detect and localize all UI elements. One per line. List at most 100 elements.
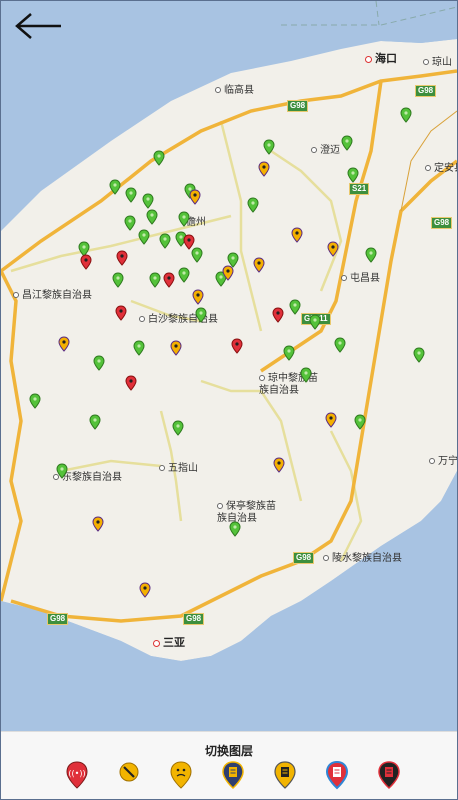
- device-marker-green[interactable]: [263, 139, 275, 155]
- map-pin-icon: [189, 189, 201, 205]
- city-dot-icon: [159, 465, 165, 472]
- map-pin-icon: [334, 337, 346, 353]
- device-marker-green[interactable]: [125, 187, 137, 203]
- city-label-dingan: 定安县: [425, 163, 457, 175]
- device-marker-green[interactable]: [133, 340, 145, 356]
- device-marker-orange[interactable]: [92, 516, 104, 532]
- map-pin-icon: [413, 347, 425, 363]
- alarm-layer-icon: ((•)): [66, 761, 88, 789]
- device-marker-orange[interactable]: [273, 457, 285, 473]
- device-marker-green[interactable]: [149, 272, 161, 288]
- device-marker-green[interactable]: [112, 272, 124, 288]
- map-pin-icon: [365, 247, 377, 263]
- device-marker-red[interactable]: [125, 375, 137, 391]
- map-pin-icon: [159, 233, 171, 249]
- layer-button-report[interactable]: [377, 760, 401, 790]
- map-pin-icon: [231, 338, 243, 354]
- device-marker-green[interactable]: [175, 231, 187, 247]
- device-marker-green[interactable]: [309, 314, 321, 330]
- device-marker-red[interactable]: [231, 338, 243, 354]
- device-marker-orange[interactable]: [139, 582, 151, 598]
- device-marker-green[interactable]: [191, 247, 203, 263]
- device-marker-green[interactable]: [347, 167, 359, 183]
- device-marker-green[interactable]: [124, 215, 136, 231]
- map-pin-icon: [192, 289, 204, 305]
- map-pin-icon: [139, 582, 151, 598]
- device-marker-orange[interactable]: [222, 265, 234, 281]
- city-dot-icon: [13, 292, 19, 299]
- minor-roads: [10, 120, 363, 562]
- device-marker-green[interactable]: [153, 150, 165, 166]
- layer-button-file[interactable]: [273, 760, 297, 790]
- report-layer-icon: [378, 761, 400, 790]
- device-marker-green[interactable]: [247, 197, 259, 213]
- map-pin-icon: [247, 197, 259, 213]
- device-marker-green[interactable]: [400, 107, 412, 123]
- device-marker-green[interactable]: [300, 367, 312, 383]
- layer-button-alarm[interactable]: ((•)): [65, 760, 89, 790]
- device-marker-green[interactable]: [289, 299, 301, 315]
- device-marker-orange[interactable]: [258, 161, 270, 177]
- device-marker-orange[interactable]: [253, 257, 265, 273]
- city-dot-icon: [365, 55, 372, 63]
- map-pin-icon: [125, 187, 137, 203]
- device-marker-green[interactable]: [29, 393, 41, 409]
- device-marker-red[interactable]: [163, 272, 175, 288]
- road-shield: G98: [287, 100, 309, 112]
- device-marker-green[interactable]: [146, 209, 158, 225]
- city-label-qiongshan: 琼山: [423, 57, 452, 69]
- layer-button-repair[interactable]: [117, 760, 141, 790]
- device-marker-green[interactable]: [142, 193, 154, 209]
- svg-text:((•)): ((•)): [68, 769, 85, 778]
- device-marker-green[interactable]: [227, 252, 239, 268]
- map-pin-icon: [400, 107, 412, 123]
- device-marker-green[interactable]: [138, 229, 150, 245]
- layer-button-document[interactable]: [221, 760, 245, 790]
- device-marker-green[interactable]: [283, 345, 295, 361]
- boundary-line: [281, 6, 457, 26]
- device-marker-green[interactable]: [159, 233, 171, 249]
- map-view[interactable]: 海口 琼山 临高县 澄迈 定安县 儋州 屯昌县 昌江黎族自治县 白沙黎族自治县 …: [1, 1, 457, 731]
- device-marker-green[interactable]: [172, 420, 184, 436]
- layer-button-clipboard[interactable]: [325, 760, 349, 790]
- device-marker-green[interactable]: [93, 355, 105, 371]
- device-marker-orange[interactable]: [327, 241, 339, 257]
- device-marker-orange[interactable]: [170, 340, 182, 356]
- device-marker-green[interactable]: [195, 307, 207, 323]
- device-marker-red[interactable]: [183, 234, 195, 250]
- device-marker-green[interactable]: [109, 179, 121, 195]
- device-marker-green[interactable]: [178, 211, 190, 227]
- device-marker-orange[interactable]: [325, 412, 337, 428]
- back-button[interactable]: [11, 9, 65, 43]
- city-dot-icon: [311, 147, 317, 154]
- device-marker-green[interactable]: [354, 414, 366, 430]
- device-marker-green[interactable]: [413, 347, 425, 363]
- map-pin-icon: [253, 257, 265, 273]
- device-marker-green[interactable]: [341, 135, 353, 151]
- city-label-tunchang: 屯昌县: [341, 273, 380, 285]
- map-pin-icon: [354, 414, 366, 430]
- device-marker-orange[interactable]: [58, 336, 70, 352]
- device-marker-red[interactable]: [115, 305, 127, 321]
- device-marker-green[interactable]: [229, 521, 241, 537]
- map-pin-icon: [178, 267, 190, 283]
- device-marker-green[interactable]: [178, 267, 190, 283]
- device-marker-red[interactable]: [272, 307, 284, 323]
- layer-button-warning[interactable]: [169, 760, 193, 790]
- map-pin-icon: [112, 272, 124, 288]
- device-marker-red[interactable]: [80, 254, 92, 270]
- city-dot-icon: [423, 59, 429, 66]
- map-pin-icon: [229, 521, 241, 537]
- device-marker-green[interactable]: [89, 414, 101, 430]
- device-marker-green[interactable]: [56, 463, 68, 479]
- layer-switcher-title: 切换图层: [204, 744, 253, 758]
- device-marker-orange[interactable]: [192, 289, 204, 305]
- map-pin-icon: [146, 209, 158, 225]
- device-marker-green[interactable]: [365, 247, 377, 263]
- map-pin-icon: [283, 345, 295, 361]
- device-marker-orange[interactable]: [189, 189, 201, 205]
- device-marker-green[interactable]: [334, 337, 346, 353]
- device-marker-orange[interactable]: [291, 227, 303, 243]
- map-pin-icon: [93, 355, 105, 371]
- device-marker-red[interactable]: [116, 250, 128, 266]
